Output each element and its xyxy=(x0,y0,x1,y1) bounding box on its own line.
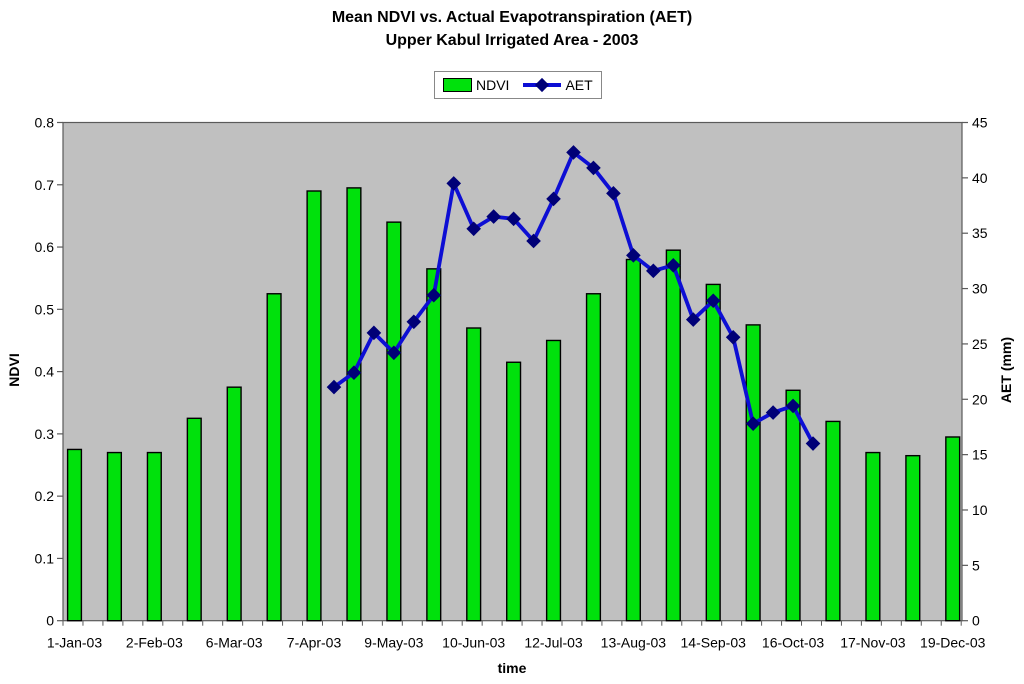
aet-point xyxy=(626,248,641,263)
right-axis-tick-label: 10 xyxy=(972,502,988,518)
ndvi-bar xyxy=(386,221,402,622)
x-axis-tick-label: 16-Oct-03 xyxy=(762,635,824,651)
aet-point xyxy=(386,345,402,361)
ndvi-bar xyxy=(745,324,761,622)
ndvi-bar xyxy=(106,451,123,622)
aet-point xyxy=(606,186,621,201)
left-axis-title: NDVI xyxy=(6,353,22,387)
left-axis-tick-label: 0.1 xyxy=(35,550,55,566)
ndvi-bar xyxy=(785,389,801,622)
ndvi-bar xyxy=(66,448,83,622)
ndvi-bar xyxy=(585,293,602,622)
aet-point xyxy=(366,325,382,341)
aet-point xyxy=(346,365,362,381)
aet-point xyxy=(646,263,661,279)
ndvi-bar xyxy=(266,293,282,622)
right-axis-tick-label: 0 xyxy=(972,613,980,629)
right-axis-tick-label: 45 xyxy=(972,115,988,131)
ndvi-bar xyxy=(865,451,881,622)
left-axis-tick-label: 0.6 xyxy=(35,239,55,255)
aet-point xyxy=(725,329,741,345)
ndvi-bar xyxy=(306,190,322,622)
ndvi-bar xyxy=(665,249,681,622)
ndvi-bar xyxy=(426,268,442,622)
right-axis-tick-label: 30 xyxy=(972,281,988,297)
aet-point xyxy=(466,221,482,237)
aet-point xyxy=(586,160,601,176)
aet-point xyxy=(406,314,422,330)
left-axis-tick-label: 0.8 xyxy=(35,115,55,131)
ndvi-bar xyxy=(705,283,721,622)
x-axis-tick-label: 9-May-03 xyxy=(364,635,423,651)
ndvi-legend-swatch xyxy=(443,78,472,92)
right-axis-tick-label: 25 xyxy=(972,336,988,352)
x-axis-tick-label: 1-Jan-03 xyxy=(47,635,102,651)
left-axis-tick-label: 0.4 xyxy=(35,364,55,380)
chart-title-line2: Upper Kabul Irrigated Area - 2003 xyxy=(385,32,639,49)
ndvi-bar xyxy=(625,258,641,622)
x-axis-tick-label: 12-Jul-03 xyxy=(524,635,583,651)
aet-point xyxy=(526,233,541,249)
aet-point xyxy=(486,209,501,224)
aet-point xyxy=(705,293,721,309)
left-axis-tick-label: 0.2 xyxy=(35,488,55,504)
ndvi-legend-label: NDVI xyxy=(476,77,510,93)
ndvi-bar xyxy=(226,386,242,622)
x-axis-tick-label: 19-Dec-03 xyxy=(920,635,986,651)
left-axis-tick-label: 0.3 xyxy=(35,426,55,442)
x-axis-tick-label: 2-Feb-03 xyxy=(126,635,183,651)
chart-title-line1: Mean NDVI vs. Actual Evapotranspiration … xyxy=(331,9,693,26)
right-axis-tick-label: 40 xyxy=(972,170,988,186)
aet-point xyxy=(765,405,781,420)
aet-point xyxy=(745,416,761,431)
ndvi-bar xyxy=(905,454,921,622)
x-axis-tick-label: 17-Nov-03 xyxy=(840,635,906,651)
ndvi-bar xyxy=(545,339,562,622)
right-axis-title: AET (mm) xyxy=(998,336,1014,404)
x-axis-tick-label: 7-Apr-03 xyxy=(287,635,342,651)
x-axis-tick-label: 6-Mar-03 xyxy=(206,635,263,651)
ndvi-bar xyxy=(825,420,841,622)
legend: NDVI AET xyxy=(434,71,602,99)
left-axis-tick-label: 0.7 xyxy=(35,177,55,193)
aet-point xyxy=(326,379,342,395)
right-axis-tick-label: 20 xyxy=(972,391,988,407)
aet-point xyxy=(685,312,701,327)
right-axis-tick-label: 35 xyxy=(972,225,988,241)
ndvi-bar xyxy=(186,417,202,622)
x-axis-title: time xyxy=(497,660,527,676)
aet-point xyxy=(785,398,801,414)
right-axis-tick-label: 5 xyxy=(972,557,980,573)
x-axis-tick-label: 14-Sep-03 xyxy=(681,635,747,651)
left-axis-tick-label: 0 xyxy=(46,613,54,629)
ndvi-bar xyxy=(945,436,961,622)
chart-title: Mean NDVI vs. Actual Evapotranspiration … xyxy=(0,6,1024,52)
right-axis-tick-label: 15 xyxy=(972,447,988,463)
aet-point xyxy=(805,436,821,451)
x-axis-tick-label: 13-Aug-03 xyxy=(601,635,667,651)
aet-point xyxy=(426,287,442,303)
aet-point xyxy=(546,191,561,207)
ndvi-bar xyxy=(466,327,482,622)
aet-point xyxy=(506,211,521,227)
left-axis-tick-label: 0.5 xyxy=(35,301,55,317)
aet-point xyxy=(566,145,581,160)
aet-legend-label: AET xyxy=(565,77,593,93)
aet-point xyxy=(446,176,462,191)
ndvi-bar xyxy=(146,451,162,622)
ndvi-bar xyxy=(506,361,522,622)
ndvi-bar xyxy=(346,187,362,622)
aet-point xyxy=(665,258,681,273)
aet-legend-marker xyxy=(523,77,562,93)
x-axis-tick-label: 10-Jun-03 xyxy=(442,635,505,651)
